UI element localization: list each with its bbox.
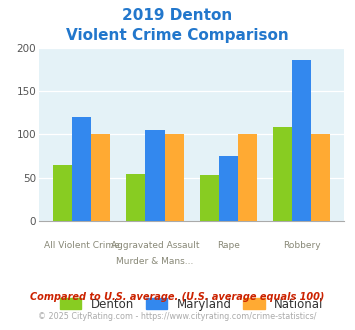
Text: © 2025 CityRating.com - https://www.cityrating.com/crime-statistics/: © 2025 CityRating.com - https://www.city… — [38, 312, 317, 321]
Text: Aggravated Assault: Aggravated Assault — [111, 241, 199, 249]
Bar — [53, 165, 72, 221]
Bar — [72, 117, 91, 221]
Bar — [219, 156, 238, 221]
Text: All Violent Crime: All Violent Crime — [44, 241, 119, 249]
Bar — [164, 135, 184, 221]
Text: Violent Crime Comparison: Violent Crime Comparison — [66, 28, 289, 43]
Bar — [311, 135, 331, 221]
Bar — [126, 174, 146, 221]
Text: Compared to U.S. average. (U.S. average equals 100): Compared to U.S. average. (U.S. average … — [30, 292, 325, 302]
Text: Murder & Mans...: Murder & Mans... — [116, 257, 194, 266]
Bar — [200, 175, 219, 221]
Bar — [238, 135, 257, 221]
Text: 2019 Denton: 2019 Denton — [122, 8, 233, 23]
Text: Rape: Rape — [217, 241, 240, 249]
Legend: Denton, Maryland, National: Denton, Maryland, National — [55, 293, 328, 315]
Bar — [273, 127, 292, 221]
Text: Robbery: Robbery — [283, 241, 321, 249]
Bar — [292, 60, 311, 221]
Bar — [91, 135, 110, 221]
Bar — [146, 130, 164, 221]
